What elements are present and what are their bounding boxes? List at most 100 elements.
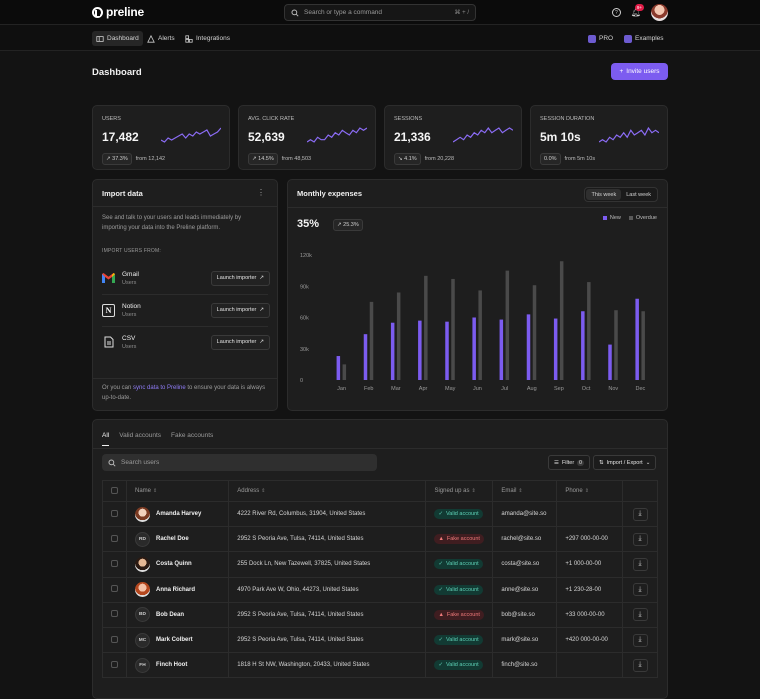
row-checkbox[interactable]: [111, 585, 118, 593]
bar-new-aug[interactable]: [526, 314, 531, 380]
source-name: CSV: [122, 334, 136, 342]
bar-overdue-sep[interactable]: [559, 261, 564, 380]
filter-button[interactable]: ☰ Filter 0: [548, 455, 590, 470]
table-row[interactable]: RD Rachel Doe 2952 S Peoria Ave, Tulsa, 7…: [102, 526, 658, 553]
alert-icon: [147, 34, 155, 43]
stat-from: from 5m 10s: [564, 156, 596, 162]
bar-new-oct[interactable]: [581, 311, 585, 380]
divider: [93, 206, 277, 207]
email-cell: rachel@site.so: [492, 526, 558, 553]
bar-new-feb[interactable]: [363, 334, 368, 380]
user-avatar[interactable]: [651, 4, 668, 21]
source-sub: Users: [122, 311, 137, 318]
sync-data-link[interactable]: sync data to Preline: [133, 385, 186, 391]
table-row[interactable]: BD Bob Dean 2952 S Peoria Ave, Tulsa, 741…: [102, 601, 658, 628]
table-row[interactable]: Costa Quinn 255 Dock Ln, New Tazewell, 3…: [102, 551, 658, 578]
notion-icon: N: [102, 303, 115, 317]
filter-icon: ☰: [554, 459, 559, 466]
nav-integrations[interactable]: Integrations: [181, 31, 234, 46]
download-button[interactable]: ⤓: [632, 608, 648, 622]
bar-overdue-feb[interactable]: [369, 301, 374, 380]
col-address[interactable]: Address ⇕: [228, 480, 427, 502]
col-signed-up[interactable]: Signed up as ⇕: [425, 480, 494, 502]
search-icon: [108, 458, 116, 467]
row-checkbox[interactable]: [111, 610, 118, 618]
col-name[interactable]: Name ⇕: [125, 480, 230, 502]
source-sub: Users: [122, 343, 137, 350]
launch-importer-button[interactable]: Launch importer ↗: [210, 334, 270, 350]
help-icon[interactable]: ?: [611, 8, 621, 17]
select-all-checkbox[interactable]: [111, 486, 118, 494]
table-row[interactable]: MC Mark Colbert 2952 S Peoria Ave, Tulsa,…: [102, 626, 658, 654]
bar-overdue-jun[interactable]: [478, 290, 482, 380]
col-phone[interactable]: Phone ⇕: [556, 480, 624, 502]
bar-new-apr[interactable]: [418, 320, 422, 380]
tab-fake-accounts[interactable]: Fake accounts: [171, 432, 214, 439]
nav-examples[interactable]: Examples: [620, 31, 668, 46]
address-cell: 2952 S Peoria Ave, Tulsa, 74114, United …: [228, 601, 427, 628]
bar-overdue-aug[interactable]: [532, 285, 537, 380]
launch-importer-button[interactable]: Launch importer ↗: [210, 270, 270, 286]
logo[interactable]: preline: [92, 5, 144, 19]
nav-integrations-label: Integrations: [196, 35, 230, 42]
global-search-input[interactable]: Search or type a command ⌘ + /: [284, 4, 476, 21]
address-cell: 4970 Park Ave W, Ohio, 44273, United Sta…: [228, 576, 427, 603]
row-checkbox[interactable]: [111, 635, 118, 643]
invite-users-button[interactable]: + Invite users: [611, 63, 668, 80]
bar-new-jan[interactable]: [336, 356, 341, 380]
table-row[interactable]: FH Finch Hoot 1818 H St NW, Washington, 2…: [102, 652, 658, 679]
bar-overdue-jul[interactable]: [505, 270, 510, 380]
row-checkbox[interactable]: [111, 534, 118, 542]
download-button[interactable]: ⤓: [632, 557, 648, 571]
actions-cell: ⤓: [622, 652, 658, 679]
nav-pro[interactable]: PRO: [584, 31, 617, 46]
bar-new-may[interactable]: [445, 321, 449, 380]
download-button[interactable]: ⤓: [632, 658, 648, 672]
bar-overdue-jan[interactable]: [342, 364, 347, 380]
source-sub: Users: [122, 279, 137, 286]
bar-new-jun[interactable]: [472, 317, 476, 381]
download-button[interactable]: ⤓: [632, 507, 648, 521]
trend-up-icon: ↗: [252, 156, 259, 162]
stat-card-click-rate: Avg. Click Rate 52,639 ↗ 14.5% from 48,50…: [238, 105, 376, 170]
bar-overdue-dec[interactable]: [641, 311, 645, 380]
download-button[interactable]: ⤓: [632, 532, 648, 546]
arrow-up-right-icon: ↗: [259, 339, 264, 345]
email-cell: costa@site.so: [492, 551, 558, 578]
table-row[interactable]: Anna Richard 4970 Park Ave W, Ohio, 4427…: [102, 576, 658, 603]
col-email[interactable]: Email ⇕: [492, 480, 558, 502]
nav-dashboard[interactable]: Dashboard: [92, 31, 143, 46]
bar-overdue-oct[interactable]: [587, 282, 591, 380]
row-checkbox[interactable]: [111, 660, 118, 668]
import-export-button[interactable]: ⇅ Import / Export ⌄: [593, 455, 657, 470]
download-button[interactable]: ⤓: [632, 583, 648, 597]
users-table-body: Amanda Harvey 4222 River Rd, Columbus, 3…: [102, 500, 658, 679]
logo-icon: [92, 6, 103, 18]
row-checkbox[interactable]: [111, 509, 118, 517]
bar-new-sep[interactable]: [553, 318, 558, 380]
bar-overdue-nov[interactable]: [614, 310, 618, 380]
bar-overdue-may[interactable]: [451, 278, 455, 380]
users-search-input[interactable]: Search users: [102, 454, 377, 471]
tab-this-week[interactable]: This week: [586, 189, 622, 200]
notifications-button[interactable]: 🔔︎ 9+: [631, 4, 644, 17]
bar-overdue-mar[interactable]: [396, 292, 401, 381]
tab-valid-accounts[interactable]: Valid accounts: [119, 432, 162, 439]
bar-new-dec[interactable]: [635, 298, 639, 380]
bar-new-mar[interactable]: [390, 322, 395, 380]
bar-new-nov[interactable]: [608, 344, 612, 380]
row-checkbox[interactable]: [111, 559, 118, 567]
more-options-icon[interactable]: ⋮: [257, 188, 265, 197]
tab-last-week[interactable]: Last week: [626, 191, 651, 198]
tab-all[interactable]: All: [102, 432, 110, 446]
nav-alerts[interactable]: Alerts: [143, 31, 179, 46]
arrow-up-right-icon: ↗: [259, 307, 264, 313]
table-row[interactable]: Amanda Harvey 4222 River Rd, Columbus, 3…: [102, 500, 658, 528]
nav-examples-label: Examples: [635, 35, 664, 42]
bar-new-jul[interactable]: [499, 319, 504, 380]
stat-value: 21,336: [394, 130, 431, 144]
launch-importer-button[interactable]: Launch importer ↗: [210, 302, 270, 318]
bar-overdue-apr[interactable]: [424, 275, 428, 380]
download-button[interactable]: ⤓: [632, 633, 648, 647]
stat-card-users: Users 17,482 ↗ 37.3% from 12,142: [92, 105, 230, 170]
